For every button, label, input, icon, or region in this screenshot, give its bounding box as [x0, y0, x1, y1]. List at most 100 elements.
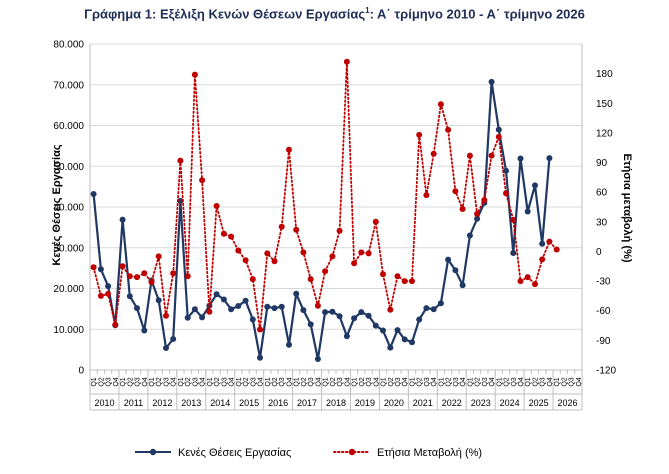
quarter-tick-label: Q4	[344, 377, 351, 386]
data-point-annual-change	[177, 157, 184, 164]
data-point-vacancies	[351, 315, 358, 322]
data-point-annual-change	[495, 133, 502, 140]
data-point-annual-change	[416, 131, 423, 138]
quarter-tick-label: Q2	[475, 377, 482, 386]
data-point-annual-change	[365, 250, 372, 257]
data-point-annual-change	[300, 249, 307, 256]
left-axis-ticks: 0 10.000 20.000 30.000 40.000 50.000 60.000 70.…	[53, 40, 84, 377]
year-label: 2016	[268, 398, 288, 408]
data-point-annual-change	[271, 258, 278, 265]
right-tick-label: 90	[596, 158, 608, 169]
data-point-annual-change	[430, 150, 437, 157]
data-point-annual-change	[220, 230, 227, 237]
data-point-annual-change	[358, 249, 365, 256]
quarter-tick-label: Q3	[366, 377, 373, 386]
data-point-vacancies	[416, 316, 423, 323]
data-point-vacancies	[437, 300, 444, 307]
data-point-annual-change	[264, 250, 271, 257]
data-point-annual-change	[228, 233, 235, 240]
data-point-annual-change	[286, 146, 292, 153]
data-point-vacancies	[517, 155, 524, 162]
data-point-annual-change	[553, 246, 560, 253]
data-point-vacancies	[155, 297, 162, 304]
data-point-annual-change	[488, 152, 495, 159]
year-label: 2024	[500, 398, 520, 408]
quarter-tick-label: Q4	[200, 377, 207, 386]
data-point-vacancies	[126, 293, 133, 300]
quarter-tick-label: Q2	[446, 377, 453, 386]
data-point-vacancies	[343, 333, 350, 340]
quarter-tick-label: Q4	[489, 377, 496, 386]
data-point-annual-change	[336, 227, 343, 234]
right-tick-label: -30	[596, 277, 611, 288]
data-point-vacancies	[430, 306, 437, 313]
data-point-vacancies	[300, 307, 307, 314]
data-point-annual-change	[510, 216, 517, 223]
quarter-tick-label: Q3	[453, 377, 460, 386]
quarter-tick-label: Q4	[460, 377, 467, 386]
year-label: 2025	[529, 398, 549, 408]
quarter-tick-label: Q4	[315, 377, 322, 386]
data-point-vacancies	[372, 322, 379, 329]
data-point-annual-change	[155, 253, 162, 260]
y-axis-right-title: Ετήσια μεταβολή (%)	[621, 153, 633, 262]
data-point-vacancies	[474, 215, 481, 222]
data-point-vacancies	[170, 336, 177, 342]
data-point-annual-change	[401, 278, 408, 285]
data-point-vacancies	[293, 290, 300, 297]
data-point-vacancies	[134, 305, 140, 312]
chart-title-footnote-mark: 1	[365, 6, 370, 15]
data-point-annual-change	[112, 321, 119, 328]
quarter-tick-label: Q1	[265, 377, 272, 386]
chart-title-period: : Α΄ τρίμηνο 2010 - Α΄ τρίμηνο 2026	[369, 6, 585, 22]
data-point-annual-change	[546, 238, 553, 245]
x-axis-categories: Q1 Q2 Q3 Q4 Q1 Q2 Q3 Q4 Q1 Q2 Q3 Q4 Q1 Q2 Q3 Q4 Q1 Q2 Q3 Q4…	[89, 370, 583, 411]
quarter-tick-label: Q1	[409, 377, 416, 386]
data-point-vacancies	[488, 78, 495, 85]
data-point-vacancies	[423, 305, 430, 312]
series-layer	[90, 58, 560, 362]
data-point-vacancies	[409, 339, 415, 346]
quarter-tick-label: Q4	[171, 377, 178, 386]
data-point-annual-change	[466, 152, 473, 159]
quarter-tick-label: Q3	[511, 377, 518, 386]
quarter-tick-label: Q1	[149, 377, 156, 386]
quarter-tick-label: Q4	[258, 377, 265, 386]
data-point-vacancies	[394, 327, 401, 334]
right-tick-label: 0	[596, 247, 602, 258]
year-label: 2014	[210, 398, 230, 408]
quarter-tick-label: Q1	[178, 377, 185, 386]
year-label: 2019	[355, 398, 375, 408]
quarter-tick-label: Q3	[424, 377, 431, 386]
quarter-tick-label: Q4	[402, 377, 409, 386]
left-tick-label: 30.000	[53, 243, 84, 254]
data-point-annual-change	[503, 190, 509, 197]
data-point-vacancies	[220, 296, 227, 303]
data-point-vacancies	[163, 345, 169, 351]
quarter-tick-label: Q3	[337, 377, 344, 386]
year-label: 2015	[239, 398, 259, 408]
quarter-tick-label: Q1	[207, 377, 214, 386]
data-point-annual-change	[126, 273, 133, 280]
data-point-vacancies	[329, 308, 336, 315]
right-tick-label: 150	[596, 99, 613, 110]
data-point-vacancies	[546, 155, 553, 162]
left-tick-label: 50.000	[53, 162, 84, 173]
data-point-vacancies	[358, 309, 365, 316]
right-tick-label: -90	[596, 336, 611, 347]
data-point-annual-change	[90, 264, 97, 271]
quarter-tick-label: Q1	[323, 377, 330, 386]
data-point-vacancies	[322, 309, 329, 316]
data-point-vacancies	[97, 266, 104, 273]
data-point-vacancies	[242, 297, 249, 304]
data-point-annual-change	[539, 256, 546, 263]
quarter-tick-label: Q2	[214, 377, 221, 386]
left-tick-label: 40.000	[53, 203, 84, 214]
left-tick-label: 70.000	[53, 80, 84, 91]
right-tick-label: 30	[596, 217, 608, 228]
quarter-tick-label: Q2	[504, 377, 511, 386]
right-tick-label: 120	[596, 128, 613, 139]
data-point-vacancies	[307, 321, 314, 328]
legend-label-vacancies: Κενές Θέσεις Εργασίας	[178, 447, 291, 459]
data-point-annual-change	[423, 192, 430, 199]
